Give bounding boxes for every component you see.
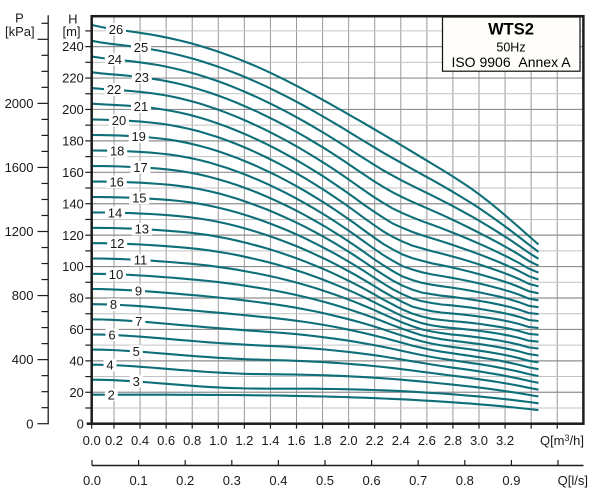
svg-text:24: 24 <box>108 52 122 67</box>
svg-text:0: 0 <box>77 416 84 431</box>
svg-text:2000: 2000 <box>5 96 34 111</box>
svg-text:60: 60 <box>69 322 83 337</box>
svg-text:18: 18 <box>110 144 124 159</box>
svg-text:5: 5 <box>133 344 140 359</box>
svg-text:WTS2: WTS2 <box>488 21 534 39</box>
svg-text:240: 240 <box>62 39 84 54</box>
svg-text:[m]: [m] <box>62 24 80 39</box>
svg-text:17: 17 <box>133 160 147 175</box>
svg-text:200: 200 <box>62 102 84 117</box>
svg-text:2.6: 2.6 <box>418 433 436 448</box>
svg-text:400: 400 <box>12 352 34 367</box>
svg-text:11: 11 <box>134 253 148 268</box>
svg-text:80: 80 <box>69 291 83 306</box>
svg-text:25: 25 <box>134 40 148 55</box>
svg-text:2.0: 2.0 <box>340 433 358 448</box>
svg-text:0.5: 0.5 <box>316 473 334 488</box>
svg-text:26: 26 <box>109 22 123 37</box>
svg-text:3.2: 3.2 <box>496 433 514 448</box>
svg-text:140: 140 <box>62 196 84 211</box>
svg-text:100: 100 <box>62 259 84 274</box>
svg-text:16: 16 <box>109 174 123 189</box>
svg-text:220: 220 <box>62 71 84 86</box>
svg-text:2: 2 <box>108 387 115 402</box>
svg-text:1.0: 1.0 <box>209 433 227 448</box>
svg-text:0.8: 0.8 <box>183 433 201 448</box>
svg-text:1.8: 1.8 <box>314 433 332 448</box>
svg-text:0.6: 0.6 <box>157 433 175 448</box>
svg-text:[kPa]: [kPa] <box>5 24 35 39</box>
svg-text:0.4: 0.4 <box>269 473 287 488</box>
svg-text:40: 40 <box>69 353 83 368</box>
svg-text:0.3: 0.3 <box>223 473 241 488</box>
svg-text:0.0: 0.0 <box>83 473 101 488</box>
svg-text:0.1: 0.1 <box>130 473 148 488</box>
svg-text:120: 120 <box>62 228 84 243</box>
svg-text:1.6: 1.6 <box>287 433 305 448</box>
svg-text:0.4: 0.4 <box>131 433 149 448</box>
svg-text:0.9: 0.9 <box>502 473 520 488</box>
svg-text:Q[l/s]: Q[l/s] <box>558 473 588 488</box>
svg-text:50Hz: 50Hz <box>496 40 525 54</box>
svg-text:0.8: 0.8 <box>456 473 474 488</box>
svg-text:H: H <box>68 12 77 27</box>
svg-text:3.0: 3.0 <box>470 433 488 448</box>
svg-text:ISO 9906 Annex A: ISO 9906 Annex A <box>451 54 571 70</box>
svg-text:2.4: 2.4 <box>392 433 410 448</box>
svg-text:15: 15 <box>132 191 146 206</box>
svg-text:0.2: 0.2 <box>176 473 194 488</box>
svg-text:19: 19 <box>131 129 145 144</box>
svg-text:7: 7 <box>135 314 142 329</box>
svg-text:0.7: 0.7 <box>409 473 427 488</box>
svg-text:13: 13 <box>135 222 149 237</box>
svg-text:23: 23 <box>135 70 149 85</box>
svg-text:Q[m3/h]: Q[m3/h] <box>540 433 584 448</box>
svg-text:0.2: 0.2 <box>105 433 123 448</box>
svg-text:20: 20 <box>112 113 126 128</box>
svg-text:12: 12 <box>110 236 124 251</box>
svg-text:20: 20 <box>69 385 83 400</box>
svg-text:1200: 1200 <box>5 224 34 239</box>
svg-text:14: 14 <box>108 205 122 220</box>
svg-text:10: 10 <box>109 267 123 282</box>
svg-text:4: 4 <box>106 358 113 373</box>
svg-text:9: 9 <box>135 283 142 298</box>
svg-text:1.2: 1.2 <box>235 433 253 448</box>
svg-text:6: 6 <box>108 328 115 343</box>
svg-text:1.4: 1.4 <box>261 433 279 448</box>
svg-text:21: 21 <box>134 99 148 114</box>
svg-text:0: 0 <box>26 416 33 431</box>
svg-text:22: 22 <box>107 82 121 97</box>
svg-text:180: 180 <box>62 133 84 148</box>
svg-text:2.8: 2.8 <box>444 433 462 448</box>
svg-text:160: 160 <box>62 165 84 180</box>
svg-text:2.2: 2.2 <box>366 433 384 448</box>
svg-text:3: 3 <box>133 374 140 389</box>
svg-text:0.0: 0.0 <box>83 433 101 448</box>
svg-text:1600: 1600 <box>5 160 34 175</box>
svg-text:P: P <box>15 11 24 26</box>
svg-text:0.6: 0.6 <box>363 473 381 488</box>
svg-text:800: 800 <box>12 288 34 303</box>
svg-text:8: 8 <box>110 297 117 312</box>
